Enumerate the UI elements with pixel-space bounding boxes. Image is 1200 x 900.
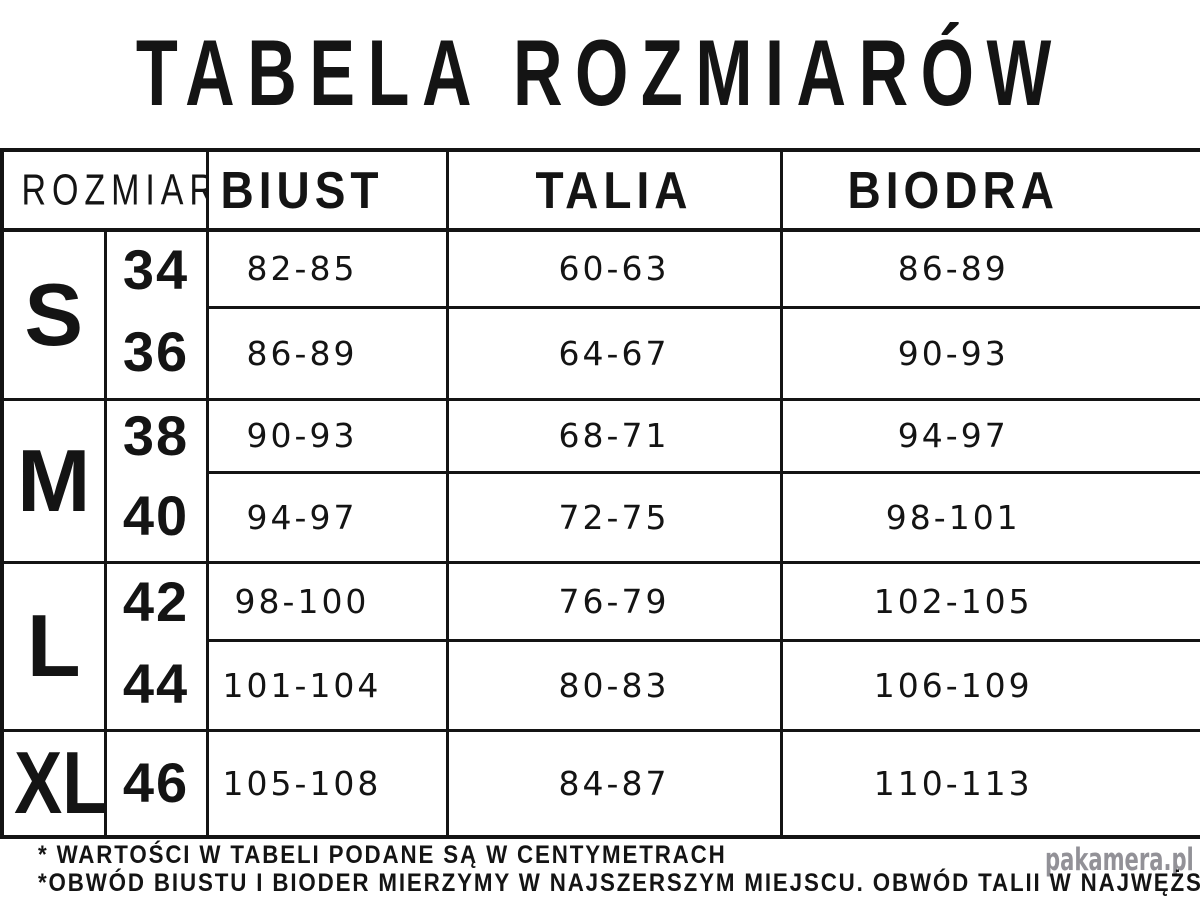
talia-value: 84-87 — [447, 730, 783, 837]
size-table: ROZMIAR BIUST TALIA BIODRA S 34 82-85 60… — [0, 148, 1200, 839]
column-header-biodra-label: BIODRA — [847, 160, 1059, 220]
table-row: L 42 98-100 76-79 102-105 — [2, 562, 1200, 732]
footnote-units: * WARTOŚCI W TABELI PODANE SĄ W CENTYMET… — [38, 841, 727, 870]
biodra-value: 90-93 — [781, 307, 1200, 401]
watermark-pakamera: pakamera.pl — [1045, 842, 1194, 878]
page-title-wrap: TABELA ROZMIARÓW — [0, 16, 1200, 130]
talia-value: 60-63 — [447, 230, 783, 309]
size-number-38: 38 — [105, 399, 209, 472]
footnotes: * WARTOŚCI W TABELI PODANE SĄ W CENTYMET… — [38, 841, 1200, 898]
table-row: XL 46 105-108 84-87 110-113 — [2, 730, 1200, 837]
biust-value: 101-104 — [207, 640, 449, 732]
size-group-letter-m: M — [2, 399, 107, 564]
table-row: S 34 82-85 60-63 86-89 — [2, 230, 1200, 401]
table-row: 36 86-89 64-67 90-93 — [2, 307, 1200, 401]
size-group-letter-s: S — [2, 230, 107, 401]
size-number-46: 46 — [105, 730, 209, 837]
table-header-row: ROZMIAR BIUST TALIA BIODRA — [2, 150, 1200, 232]
column-header-talia: TALIA — [447, 150, 783, 232]
biust-value: 90-93 — [207, 399, 449, 474]
column-header-talia-label: TALIA — [535, 160, 693, 220]
biodra-value: 106-109 — [781, 640, 1200, 732]
biodra-value: 86-89 — [781, 230, 1200, 309]
talia-value: 76-79 — [447, 562, 783, 642]
column-header-biust-label: BIUST — [220, 160, 384, 220]
biust-value: 86-89 — [207, 307, 449, 401]
biodra-value: 110-113 — [873, 763, 1033, 803]
biust-value: 82-85 — [207, 230, 449, 309]
size-group-letter-xl: XL — [2, 730, 107, 837]
biust-value: 105-108 — [207, 730, 449, 837]
size-number-36: 36 — [105, 307, 209, 401]
biodra-value: 98-101 — [781, 472, 1200, 564]
size-group-letter-l: L — [2, 562, 107, 732]
column-header-rozmiar: ROZMIAR — [2, 150, 209, 232]
talia-value: 64-67 — [447, 307, 783, 401]
talia-value: 80-83 — [447, 640, 783, 732]
column-header-biodra: BIODRA — [781, 150, 1200, 232]
size-number-44: 44 — [105, 640, 209, 732]
page-title: TABELA ROZMIARÓW — [136, 20, 1064, 125]
column-header-biust: BIUST — [207, 150, 449, 232]
size-number-40: 40 — [105, 472, 209, 564]
biust-value: 94-97 — [207, 472, 449, 564]
table-row: 44 101-104 80-83 106-109 — [2, 640, 1200, 732]
biodra-value: 94-97 — [781, 399, 1200, 474]
biodra-value: 102-105 — [781, 562, 1200, 642]
size-number-42: 42 — [105, 562, 209, 640]
size-number-34: 34 — [105, 230, 209, 307]
talia-value: 72-75 — [447, 472, 783, 564]
column-header-rozmiar-label: ROZMIAR — [21, 165, 207, 214]
table-row: M 38 90-93 68-71 94-97 — [2, 399, 1200, 564]
table-row: 40 94-97 72-75 98-101 — [2, 472, 1200, 564]
footnote-measuring: *OBWÓD BIUSTU I BIODER MIERZYMY W NAJSZE… — [38, 869, 1200, 898]
biust-value: 98-100 — [207, 562, 449, 642]
talia-value: 68-71 — [447, 399, 783, 474]
